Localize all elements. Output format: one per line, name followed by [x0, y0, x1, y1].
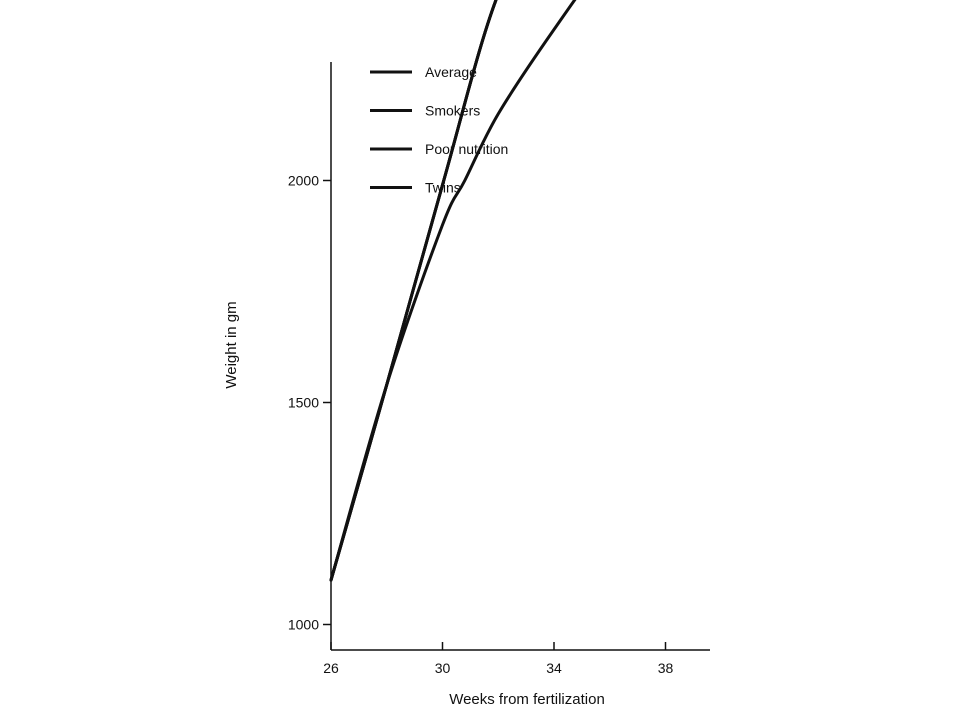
legend-label-average: Average	[425, 64, 477, 80]
y-tick-label: 1000	[288, 617, 319, 633]
series-line-average	[329, 0, 498, 582]
series-lines	[329, 0, 577, 582]
legend-label-smokers: Smokers	[425, 103, 480, 119]
legend: Average Smokers Poor nutrition Twins	[370, 64, 508, 196]
y-tick-label: 1500	[288, 395, 319, 411]
y-tick-label: 2000	[288, 173, 319, 189]
x-tick-label: 26	[323, 660, 339, 676]
x-axis-title: Weeks from fertilization	[449, 691, 605, 708]
series-line-twins	[329, 0, 577, 582]
y-axis-title: Weight in gm	[223, 301, 240, 388]
legend-label-twins: Twins	[425, 180, 461, 196]
x-tick-label: 30	[435, 660, 451, 676]
axes: 10001500200025003000350026303438	[288, 62, 710, 676]
x-tick-label: 34	[546, 660, 562, 676]
x-tick-label: 38	[658, 660, 674, 676]
series-line-smokers	[329, 0, 498, 582]
series-line-poor-nutrition	[329, 0, 498, 582]
legend-label-poor-nutrition: Poor nutrition	[425, 141, 508, 157]
